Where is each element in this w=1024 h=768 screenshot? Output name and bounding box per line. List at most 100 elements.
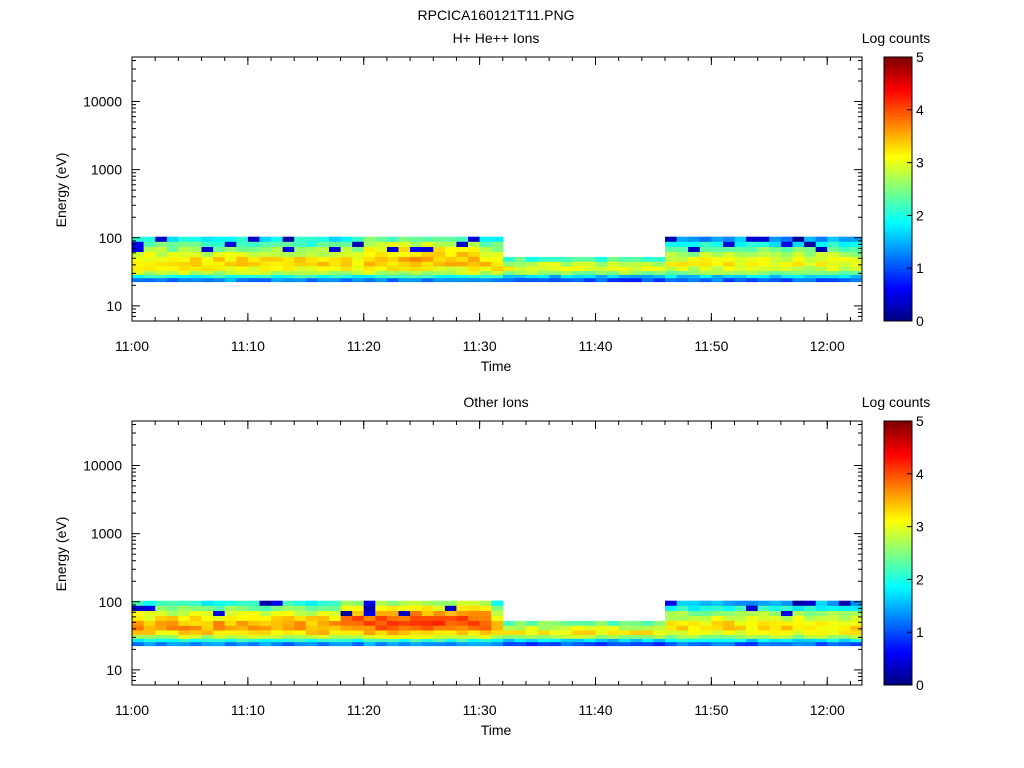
heatmap-cell bbox=[595, 271, 608, 276]
heatmap-cell bbox=[143, 625, 156, 631]
colorbar-swatch bbox=[884, 642, 912, 646]
heatmap-cell bbox=[155, 620, 168, 627]
heatmap-cell bbox=[386, 611, 399, 617]
heatmap-cell bbox=[815, 642, 828, 647]
heatmap-cell bbox=[688, 616, 701, 622]
heatmap-cell bbox=[213, 616, 226, 622]
heatmap-cell bbox=[352, 611, 365, 617]
heatmap-cell bbox=[213, 625, 226, 631]
heatmap-cell bbox=[560, 261, 573, 267]
colorbar-swatch bbox=[884, 284, 912, 289]
heatmap-cell bbox=[132, 266, 144, 272]
colorbar-swatch bbox=[884, 208, 912, 213]
colorbar-swatch bbox=[884, 615, 912, 620]
heatmap-cell bbox=[838, 611, 851, 617]
heatmap-cell bbox=[213, 635, 226, 640]
heatmap-cell bbox=[155, 642, 168, 647]
colorbar-swatch bbox=[884, 496, 912, 501]
heatmap-cell bbox=[746, 642, 759, 647]
heatmap-cell bbox=[340, 638, 353, 643]
heatmap-cell bbox=[665, 625, 677, 631]
heatmap-cell bbox=[340, 236, 353, 243]
heatmap-cell bbox=[502, 635, 515, 640]
colorbar-swatch bbox=[884, 592, 912, 597]
heatmap-cell bbox=[166, 271, 179, 276]
heatmap-cell bbox=[433, 600, 446, 607]
heatmap-cell bbox=[804, 271, 817, 276]
heatmap-cell bbox=[282, 620, 295, 627]
heatmap-cell bbox=[850, 642, 863, 647]
colorbar-tick-label: 3 bbox=[916, 519, 924, 535]
heatmap-cell bbox=[155, 635, 168, 640]
heatmap-cell bbox=[757, 605, 770, 612]
heatmap-cell bbox=[213, 274, 226, 279]
heatmap-cell bbox=[317, 635, 330, 640]
heatmap-cell bbox=[410, 600, 423, 607]
colorbar: 0 1 2 3 4 5 bbox=[883, 49, 924, 329]
colorbar-swatch bbox=[884, 136, 912, 140]
heatmap-cell bbox=[282, 642, 295, 647]
heatmap-cell bbox=[757, 638, 770, 643]
heatmap-cell bbox=[468, 620, 480, 627]
heatmap-cell bbox=[189, 278, 202, 283]
heatmap-cell bbox=[549, 256, 562, 263]
colorbar-swatch bbox=[884, 60, 912, 65]
heatmap-cell bbox=[189, 630, 202, 636]
colorbar-label: Log counts bbox=[862, 394, 931, 410]
heatmap-cell bbox=[526, 642, 538, 647]
heatmap-cell bbox=[618, 261, 631, 267]
heatmap-cell bbox=[201, 625, 214, 631]
heatmap-cell bbox=[386, 600, 399, 607]
heatmap-cell bbox=[201, 630, 214, 636]
heatmap-cell bbox=[676, 616, 689, 622]
heatmap-cell bbox=[780, 616, 793, 622]
heatmap-cell bbox=[236, 256, 249, 263]
heatmap-cell bbox=[734, 278, 747, 283]
heatmap-cell bbox=[769, 625, 782, 631]
x-tick-label: 12:00 bbox=[810, 702, 845, 718]
heatmap-cell bbox=[804, 236, 817, 243]
colorbar-swatch bbox=[884, 444, 912, 448]
heatmap-cell bbox=[641, 274, 654, 279]
heatmap-cell bbox=[560, 620, 573, 627]
heatmap-cell bbox=[166, 616, 179, 622]
heatmap-cell bbox=[711, 271, 724, 276]
heatmap-cell bbox=[479, 274, 492, 279]
heatmap-cell bbox=[410, 278, 423, 283]
heatmap-cell bbox=[560, 256, 573, 263]
heatmap-cell bbox=[804, 611, 817, 617]
heatmap-cell bbox=[850, 625, 863, 631]
heatmap-cell bbox=[398, 247, 411, 253]
colorbar-swatch bbox=[884, 288, 912, 292]
heatmap-cell bbox=[189, 625, 202, 631]
heatmap-cell bbox=[676, 611, 689, 617]
heatmap-cell bbox=[827, 605, 840, 612]
heatmap-cell bbox=[491, 241, 504, 248]
heatmap-cell bbox=[433, 635, 446, 640]
heatmap-cell bbox=[746, 274, 759, 279]
y-tick-label: 100 bbox=[99, 594, 123, 610]
heatmap-cell bbox=[386, 635, 399, 640]
heatmap-cell bbox=[641, 266, 654, 272]
heatmap-cell bbox=[410, 630, 423, 636]
heatmap-cell bbox=[630, 266, 643, 272]
colorbar-swatch bbox=[884, 665, 912, 669]
heatmap-cell bbox=[363, 642, 376, 647]
heatmap-cell bbox=[340, 620, 353, 627]
colorbar-swatch bbox=[884, 589, 912, 594]
heatmap-cell bbox=[213, 278, 226, 283]
heatmap-cell bbox=[178, 635, 191, 640]
heatmap-cell bbox=[792, 256, 805, 263]
heatmap-cell bbox=[421, 620, 434, 627]
heatmap-cell bbox=[514, 635, 527, 640]
heatmap-cell bbox=[665, 247, 677, 253]
heatmap-cell bbox=[433, 236, 446, 243]
heatmap-cell bbox=[456, 241, 469, 248]
heatmap-cell bbox=[780, 635, 793, 640]
colorbar-swatch bbox=[884, 493, 912, 498]
heatmap-cell bbox=[607, 261, 620, 267]
heatmap-cell bbox=[572, 630, 585, 636]
heatmap-cell bbox=[282, 261, 295, 267]
colorbar-swatch bbox=[884, 76, 912, 81]
heatmap-cell bbox=[699, 611, 712, 617]
